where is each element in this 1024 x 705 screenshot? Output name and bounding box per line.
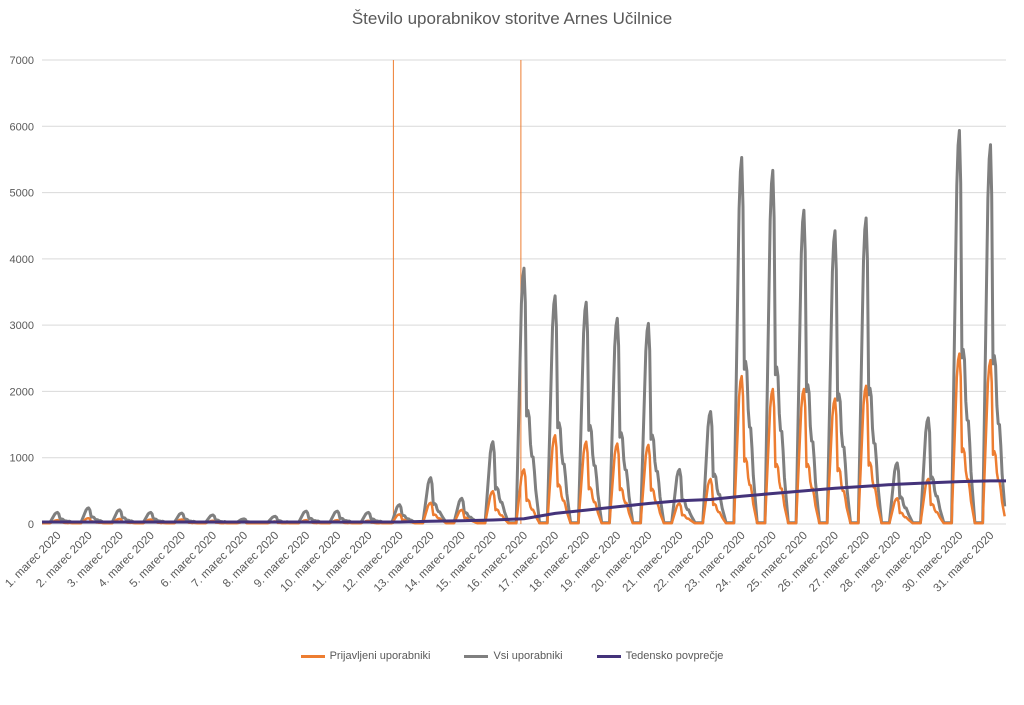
legend-item-povprecje: Tedensko povprečje (596, 650, 724, 662)
y-tick-label: 2000 (10, 386, 34, 398)
chart-title: Število uporabnikov storitve Arnes Učiln… (351, 9, 673, 28)
x-tick-label: 6. marec 2020 (159, 530, 219, 590)
x-tick-label: 9. marec 2020 (252, 530, 312, 590)
legend-label-vsi: Vsi uporabniki (493, 650, 563, 662)
x-tick-label: 3. marec 2020 (65, 530, 125, 590)
legend-label-povprecje: Tedensko povprečje (625, 650, 724, 662)
legend-item-vsi: Vsi uporabniki (464, 650, 563, 662)
x-tick-label: 2. marec 2020 (34, 530, 94, 590)
y-tick-label: 1000 (10, 453, 34, 465)
x-tick-label: 5. marec 2020 (128, 530, 188, 590)
y-tick-label: 3000 (10, 320, 34, 332)
legend-label-prijavljeni: Prijavljeni uporabniki (329, 650, 431, 662)
y-tick-label: 5000 (10, 188, 34, 200)
x-tick-label: 4. marec 2020 (96, 530, 156, 590)
y-tick-label: 4000 (10, 254, 34, 266)
series-line-povprecje (42, 479, 1006, 524)
y-tick-label: 0 (28, 519, 34, 531)
legend-swatch-povprecje (596, 654, 621, 658)
x-tick-label: 8. marec 2020 (221, 530, 281, 590)
y-tick-label: 7000 (10, 55, 34, 67)
x-tick-label: 7. marec 2020 (190, 530, 250, 590)
legend: Prijavljeni uporabniki Vsi uporabniki Te… (0, 650, 1024, 662)
legend-swatch-vsi (464, 654, 489, 658)
y-tick-label: 6000 (10, 121, 34, 133)
legend-swatch-prijavljeni (300, 654, 325, 658)
x-tick-label: 1. marec 2020 (3, 530, 63, 590)
legend-item-prijavljeni: Prijavljeni uporabniki (300, 650, 431, 662)
